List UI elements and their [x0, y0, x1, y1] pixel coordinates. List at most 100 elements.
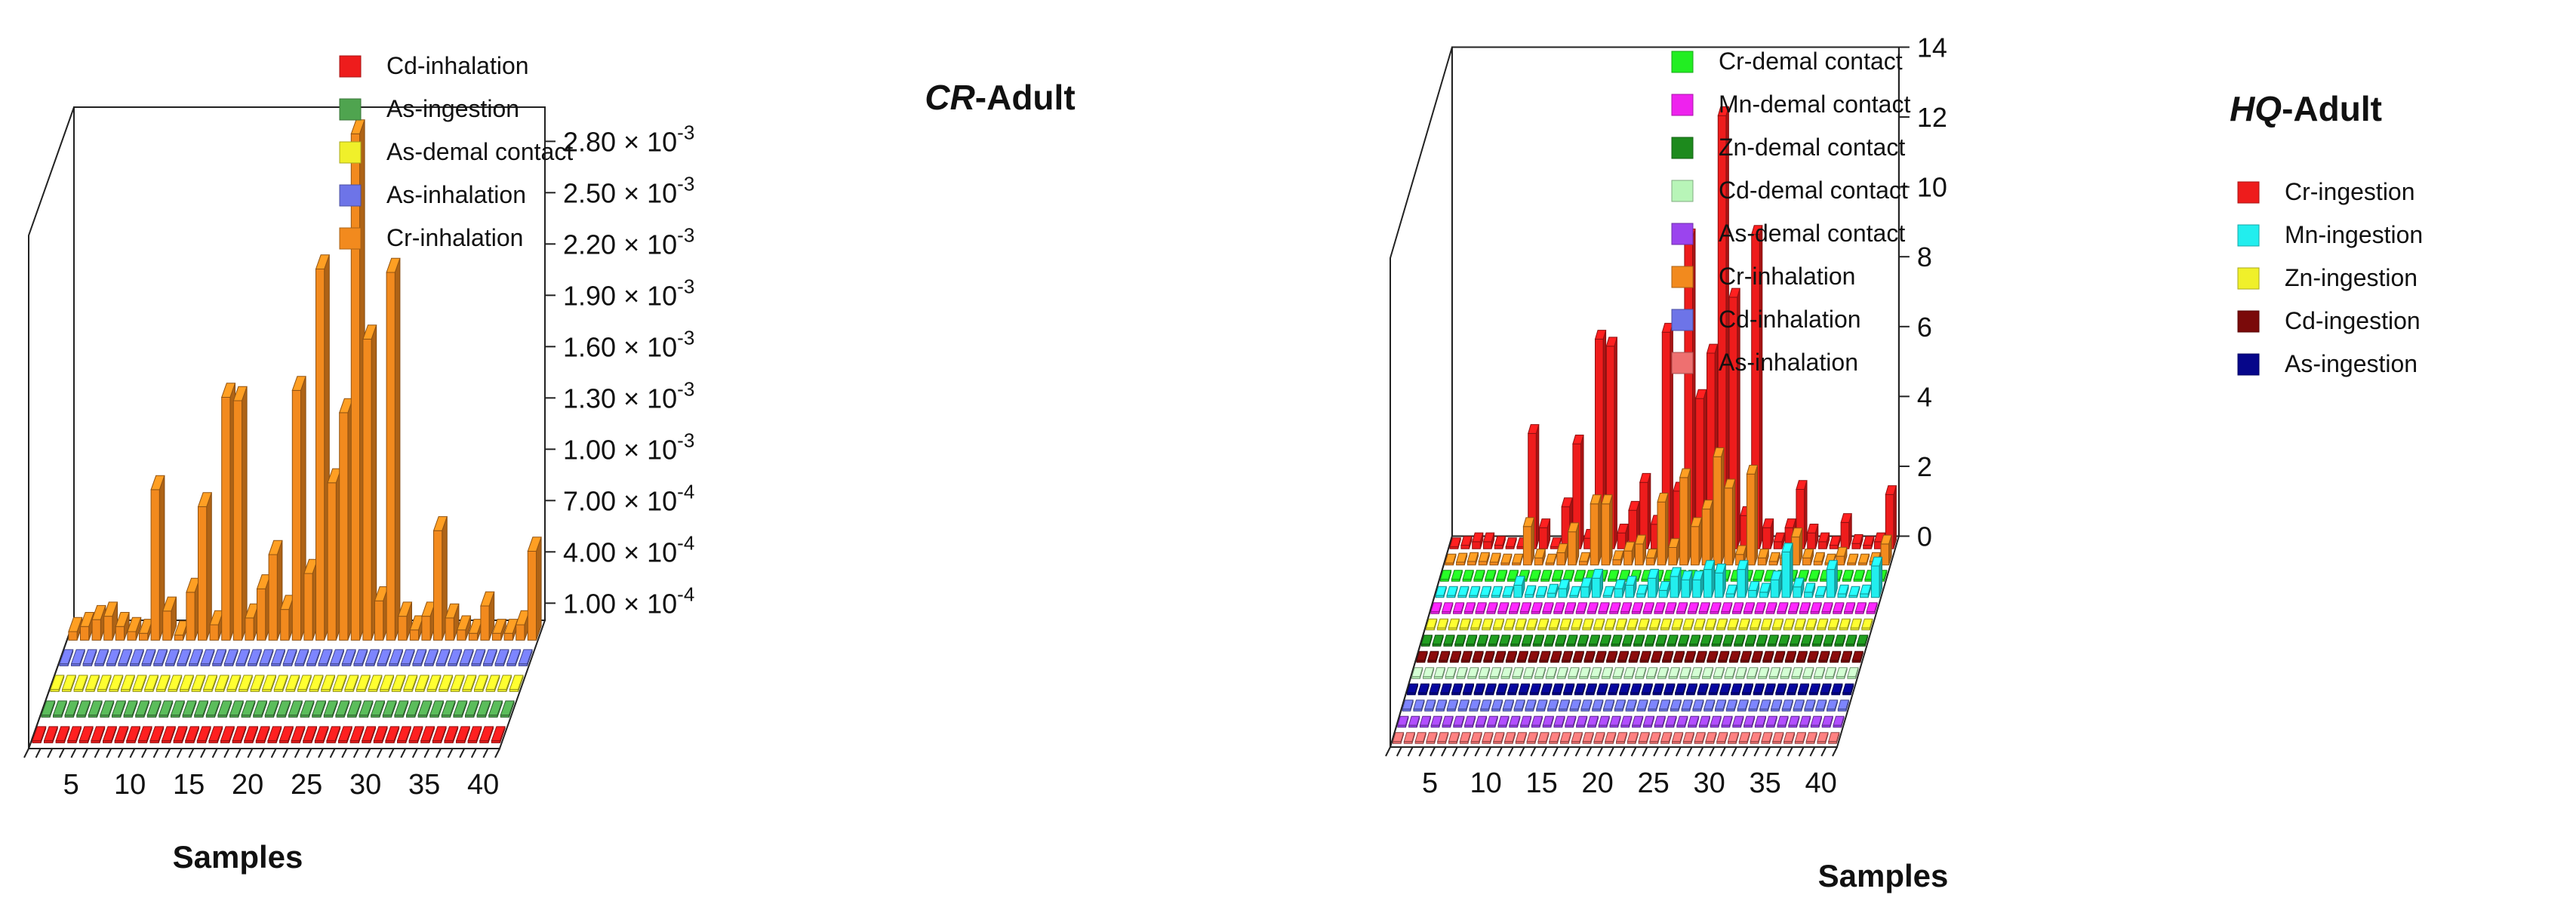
bar-as-ingestion-34 — [1775, 683, 1787, 696]
z-tick-label: 14 — [1917, 32, 1947, 63]
bar-cr-inhalation-15 — [1601, 494, 1613, 566]
series-as-inhalation — [59, 649, 533, 666]
bar-zn-demal-contact-13 — [1555, 635, 1567, 647]
bar-as-demal-contact-14 — [1542, 715, 1554, 728]
bar-as-ingestion-28 — [1708, 683, 1720, 696]
x-tick — [1709, 746, 1716, 757]
z-tick-label: 2.50 × 10-3 — [563, 172, 694, 208]
x-axis-title: Samples — [1818, 858, 1949, 893]
bar-as-inhalation-11 — [1503, 732, 1516, 744]
bar-mn-ingestion-2 — [1446, 586, 1458, 598]
bar-as-inhalation-35 — [459, 649, 474, 666]
bar-as-demal-contact-24 — [1654, 715, 1666, 728]
bar-as-inhalation-28 — [377, 649, 392, 666]
bar-as-ingestion-35 — [441, 700, 456, 718]
bar-cr-demal-contact-9 — [1529, 570, 1541, 582]
bar-as-inhalation-26 — [1671, 732, 1684, 744]
bar-as-inhalation-19 — [1593, 732, 1605, 744]
bar-as-inhalation-17 — [247, 649, 263, 666]
bar-zn-demal-contact-29 — [1734, 635, 1746, 647]
bar-as-ingestion-20 — [264, 700, 279, 718]
bar-cd-ingestion-4 — [1449, 650, 1462, 663]
bar-cd-inhalation-21 — [1625, 700, 1637, 712]
x-tick — [1519, 746, 1525, 757]
bar-zn-ingestion-17 — [1604, 618, 1617, 631]
bar-cd-demal-contact-35 — [1791, 667, 1803, 679]
x-tick-label: 30 — [1693, 767, 1725, 799]
bar-cd-demal-contact-8 — [1489, 667, 1502, 679]
bar-zn-demal-contact-23 — [1667, 635, 1679, 647]
bar-as-ingestion-5 — [88, 700, 103, 718]
x-tick — [165, 748, 171, 758]
z-tick-mantissa: 2.20 — [563, 229, 616, 260]
bar-zn-demal-contact-4 — [1454, 635, 1467, 647]
bar-mn-ingestion-29 — [1747, 581, 1760, 598]
series-cd-inhalation — [32, 726, 506, 743]
chart-title-rest: -Adult — [975, 78, 1076, 117]
bar-zn-ingestion-15 — [1582, 618, 1594, 631]
bar-cd-demal-contact-7 — [1478, 667, 1491, 679]
bar-as-ingestion-23 — [300, 700, 315, 718]
bar-cd-inhalation-37 — [455, 726, 471, 743]
bar-as-demal-contact-31 — [403, 675, 418, 692]
series-cd-ingestion — [1416, 650, 1864, 663]
bar-cr-demal-contact-10 — [1540, 570, 1553, 582]
bar-as-inhalation-16 — [1559, 732, 1572, 744]
bar-as-inhalation-18 — [1582, 732, 1594, 744]
bar-zn-ingestion-26 — [1704, 618, 1717, 631]
bar-zn-ingestion-19 — [1627, 618, 1639, 631]
legend-label: As-ingestion — [386, 95, 519, 122]
series-cd-demal-contact — [1411, 667, 1859, 679]
legend-label: Cd-demal contact — [1719, 177, 1908, 204]
bar-cr-inhalation-12 — [1567, 522, 1580, 566]
bar-cr-ingestion-37 — [1851, 534, 1864, 549]
bar-cr-ingestion-10 — [1550, 537, 1562, 549]
bar-as-ingestion-1 — [1406, 683, 1419, 696]
bar-cd-inhalation-24 — [302, 726, 318, 743]
bar-cd-inhalation-24 — [1658, 700, 1671, 712]
bar-as-ingestion-35 — [1786, 683, 1799, 696]
x-tick — [1809, 746, 1816, 757]
bar-mn-ingestion-1 — [1435, 586, 1447, 598]
bar-cd-inhalation-32 — [1748, 700, 1760, 712]
bar-cd-inhalation-34 — [420, 726, 435, 743]
x-tick — [1451, 746, 1458, 757]
bar-as-inhalation-13 — [1526, 732, 1538, 744]
bar-cd-inhalation-38 — [467, 726, 482, 743]
series-as-ingestion — [41, 700, 515, 718]
x-tick — [1563, 746, 1570, 757]
z-tick-mantissa: 1.60 — [563, 331, 616, 362]
bar-cd-demal-contact-29 — [1724, 667, 1736, 679]
x-tick — [423, 748, 430, 758]
chart-walls — [27, 106, 546, 749]
bar-zn-demal-contact-14 — [1566, 635, 1578, 647]
bar-cd-inhalation-31 — [1737, 700, 1749, 712]
x-tick — [470, 748, 477, 758]
z-tick-space — [616, 383, 623, 414]
z-tick-exponent: -4 — [677, 583, 694, 605]
bar-cr-inhalation-9 — [1534, 549, 1546, 566]
bar-as-ingestion-39 — [488, 700, 503, 718]
bar-cd-inhalation-5 — [1446, 700, 1459, 712]
bar-cd-inhalation-35 — [1781, 700, 1794, 712]
bar-as-inhalation-25 — [341, 649, 356, 666]
bar-as-ingestion-25 — [1674, 683, 1687, 696]
x-tick — [447, 748, 454, 758]
bar-cd-demal-contact-38 — [1824, 667, 1837, 679]
bar-cr-inhalation-1 — [68, 617, 83, 641]
bar-mn-ingestion-39 — [1859, 584, 1872, 598]
bar-mn-demal-contact-14 — [1575, 602, 1588, 614]
bar-cr-ingestion-4 — [1482, 532, 1495, 549]
bar-cr-inhalation-34 — [1813, 552, 1825, 566]
bar-as-inhalation-19 — [270, 649, 286, 666]
bar-as-ingestion-17 — [1585, 683, 1597, 696]
bar-zn-ingestion-30 — [1750, 618, 1762, 631]
bar-mn-ingestion-5 — [1479, 586, 1492, 598]
bar-mn-demal-contact-23 — [1676, 602, 1688, 614]
bar-cr-inhalation-32 — [432, 516, 448, 641]
bar-cr-inhalation-8 — [1522, 517, 1535, 566]
bar-mn-ingestion-9 — [1524, 585, 1537, 598]
bar-zn-ingestion-20 — [1638, 618, 1650, 631]
bar-cr-inhalation-15 — [232, 386, 248, 641]
bar-zn-demal-contact-1 — [1420, 635, 1433, 647]
